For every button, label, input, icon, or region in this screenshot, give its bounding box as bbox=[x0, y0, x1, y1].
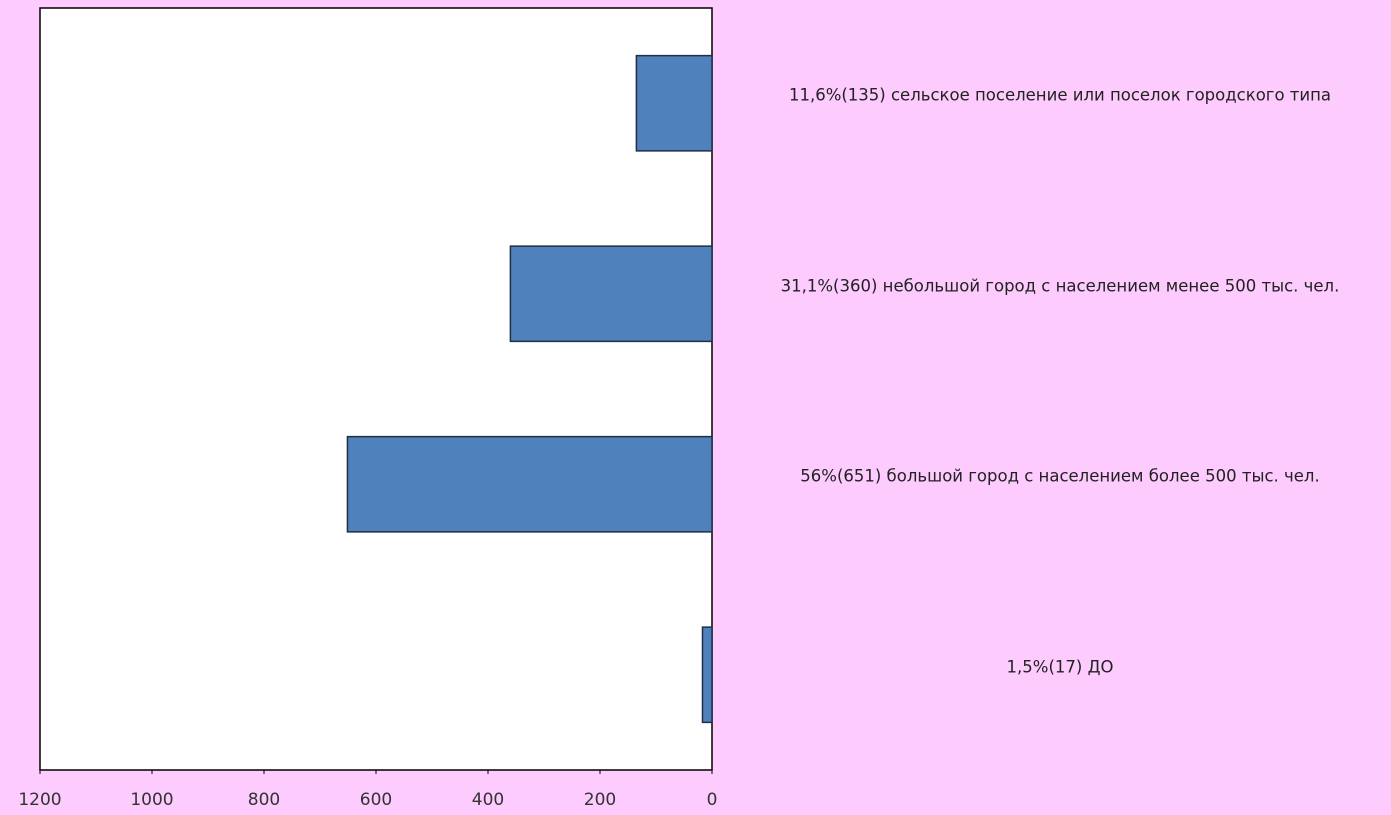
bar bbox=[701, 626, 713, 724]
x-tick-label: 1200 bbox=[18, 790, 61, 810]
bar bbox=[509, 245, 713, 343]
category-label: 56%(651) большой город с населением боле… bbox=[800, 466, 1320, 486]
category-label: 1,5%(17) ДО bbox=[1006, 657, 1114, 677]
x-tick-label: 600 bbox=[360, 790, 392, 810]
x-tick-label: 1000 bbox=[130, 790, 173, 810]
x-tick-label: 400 bbox=[472, 790, 504, 810]
bar bbox=[346, 435, 713, 533]
category-label: 11,6%(135) сельское поселение или посело… bbox=[788, 85, 1332, 105]
x-tick-label: 800 bbox=[248, 790, 280, 810]
x-tick-label: 200 bbox=[584, 790, 616, 810]
x-tick-label: 0 bbox=[707, 790, 718, 810]
plot-area bbox=[39, 7, 713, 771]
category-label: 31,1%(360) небольшой город с населением … bbox=[780, 276, 1340, 296]
bar bbox=[635, 54, 713, 152]
